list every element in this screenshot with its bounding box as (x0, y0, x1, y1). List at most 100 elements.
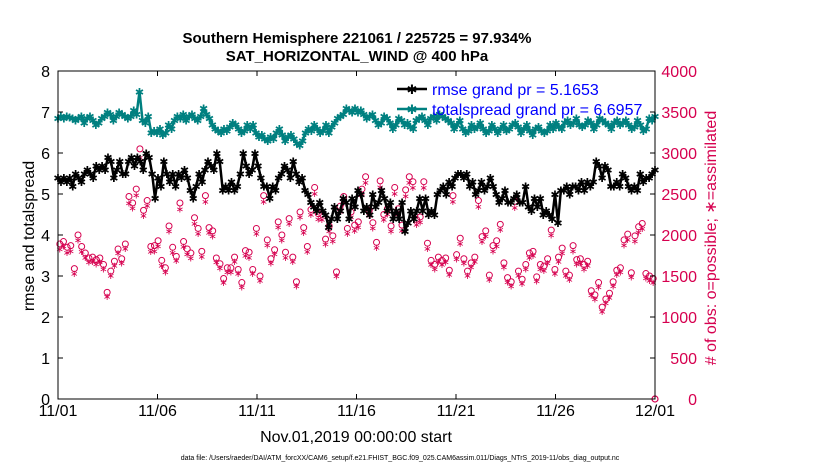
rmse-point: ✱ (95, 164, 104, 177)
y-left-tick-label: 1 (41, 351, 50, 368)
rmse-point: ✱ (259, 180, 268, 193)
totalspread-point: ✱ (228, 117, 237, 130)
rmse-point: ✱ (171, 180, 180, 193)
obs-possible-marker (216, 260, 224, 268)
rmse-point: ✱ (621, 172, 630, 185)
rmse-point: ✱ (603, 164, 612, 177)
rmse-point: ✱ (465, 180, 474, 193)
obs-possible-marker (245, 248, 253, 256)
rmse-point: ✱ (215, 156, 224, 169)
obs-possible-marker (518, 275, 526, 283)
rmse-point: ✱ (456, 168, 465, 181)
rmse-point: ✱ (362, 201, 371, 214)
obs-assimilated-marker: ∗ (158, 261, 166, 272)
obs-assimilated-marker: ∗ (467, 263, 475, 274)
rmse-point: ✱ (224, 184, 233, 197)
rmse-point: ✱ (571, 180, 580, 193)
totalspread-point: ✱ (481, 127, 490, 140)
rmse-point: ✱ (289, 156, 298, 169)
y-left-tick-label: 5 (41, 187, 50, 204)
obs-possible-marker (176, 199, 184, 207)
rmse-point: ✱ (306, 197, 315, 210)
obs-possible-marker (81, 249, 89, 257)
obs-possible-marker (576, 255, 584, 263)
obs-assimilated-marker: ∗ (405, 178, 413, 189)
obs-possible-marker (362, 173, 370, 181)
obs-possible-marker (129, 199, 137, 207)
rmse-point: ✱ (503, 197, 512, 210)
obs-assimilated-marker: ∗ (500, 263, 508, 274)
totalspread-point: ✱ (615, 119, 624, 132)
obs-assimilated-marker: ∗ (230, 257, 238, 268)
obs-assimilated-marker: ∗ (580, 264, 588, 275)
totalspread-point: ✱ (601, 117, 610, 130)
obs-assimilated-marker: ∗ (365, 211, 373, 222)
rmse-point: ✱ (606, 180, 615, 193)
totalspread-point: ✱ (298, 135, 307, 148)
obs-assimilated-marker: ∗ (147, 247, 155, 258)
totalspread-point: ✱ (176, 113, 185, 126)
obs-assimilated-marker: ∗ (547, 231, 555, 242)
totalspread-point: ✱ (126, 111, 135, 124)
rmse-line (56, 151, 657, 233)
totalspread-point: ✱ (415, 113, 424, 126)
rmse-point: ✱ (297, 172, 306, 185)
obs-possible-marker (150, 242, 158, 250)
totalspread-point: ✱ (420, 115, 429, 128)
rmse-point: ✱ (562, 180, 571, 193)
axis-tick-marks (57, 70, 656, 400)
obs-assimilated-marker: ∗ (460, 259, 468, 270)
obs-possible-marker (427, 256, 435, 264)
obs-assimilated-marker: ∗ (307, 210, 315, 221)
rmse-point: ✱ (309, 201, 318, 214)
totalspread-point: ✱ (514, 121, 523, 134)
legend-totalspread-marker: ✱ (407, 103, 418, 118)
totalspread-point: ✱ (260, 133, 269, 146)
obs-possible-marker (376, 177, 384, 185)
totalspread-point: ✱ (508, 119, 517, 132)
totalspread-point: ✱ (327, 121, 336, 134)
totalspread-point: ✱ (313, 123, 322, 136)
obs-count-markers: ∗∗∗∗∗∗∗∗∗∗∗∗∗∗∗∗∗∗∗∗∗∗∗∗∗∗∗∗∗∗∗∗∗∗∗∗∗∗∗∗… (56, 145, 659, 403)
obs-assimilated-marker: ∗ (347, 213, 355, 224)
obs-assimilated-marker: ∗ (543, 259, 551, 270)
rmse-point: ✱ (418, 205, 427, 218)
rmse-point: ✱ (274, 172, 283, 185)
obs-assimilated-marker: ∗ (212, 258, 220, 269)
obs-assimilated-marker: ∗ (318, 215, 326, 226)
totalspread-point: ✱ (548, 123, 557, 136)
rmse-point: ✱ (195, 168, 204, 181)
obs-possible-marker (391, 183, 399, 191)
rmse-point: ✱ (86, 168, 95, 181)
rmse-point: ✱ (530, 193, 539, 206)
rmse-point: ✱ (192, 180, 201, 193)
obs-possible-marker (267, 255, 275, 263)
rmse-point: ✱ (203, 156, 212, 169)
rmse-point: ✱ (436, 184, 445, 197)
obs-assimilated-marker: ∗ (63, 248, 71, 259)
rmse-point: ✱ (345, 213, 354, 226)
rmse-point: ✱ (339, 193, 348, 206)
obs-assimilated-marker: ∗ (598, 307, 606, 318)
obs-assimilated-marker: ∗ (376, 182, 384, 193)
obs-assimilated-marker: ∗ (434, 257, 442, 268)
rmse-point: ✱ (542, 205, 551, 218)
obs-possible-marker (416, 213, 424, 221)
obs-possible-marker (478, 233, 486, 241)
obs-assimilated-marker: ∗ (613, 270, 621, 281)
totalspread-point: ✱ (129, 104, 138, 117)
obs-possible-marker (562, 267, 570, 275)
rmse-point: ✱ (321, 209, 330, 222)
obs-assimilated-marker: ∗ (638, 224, 646, 235)
rmse-point: ✱ (497, 193, 506, 206)
totalspread-point: ✱ (292, 137, 301, 150)
totalspread-point: ✱ (179, 109, 188, 122)
obs-assimilated-marker: ∗ (649, 278, 657, 289)
legend-rmse-label: rmse grand pr = 5.1653 (432, 82, 599, 99)
totalspread-point: ✱ (429, 111, 438, 124)
totalspread-point: ✱ (348, 107, 357, 120)
rmse-point: ✱ (589, 176, 598, 189)
obs-possible-marker (493, 237, 501, 245)
obs-assimilated-marker: ∗ (569, 246, 577, 257)
totalspread-point: ✱ (630, 121, 639, 134)
